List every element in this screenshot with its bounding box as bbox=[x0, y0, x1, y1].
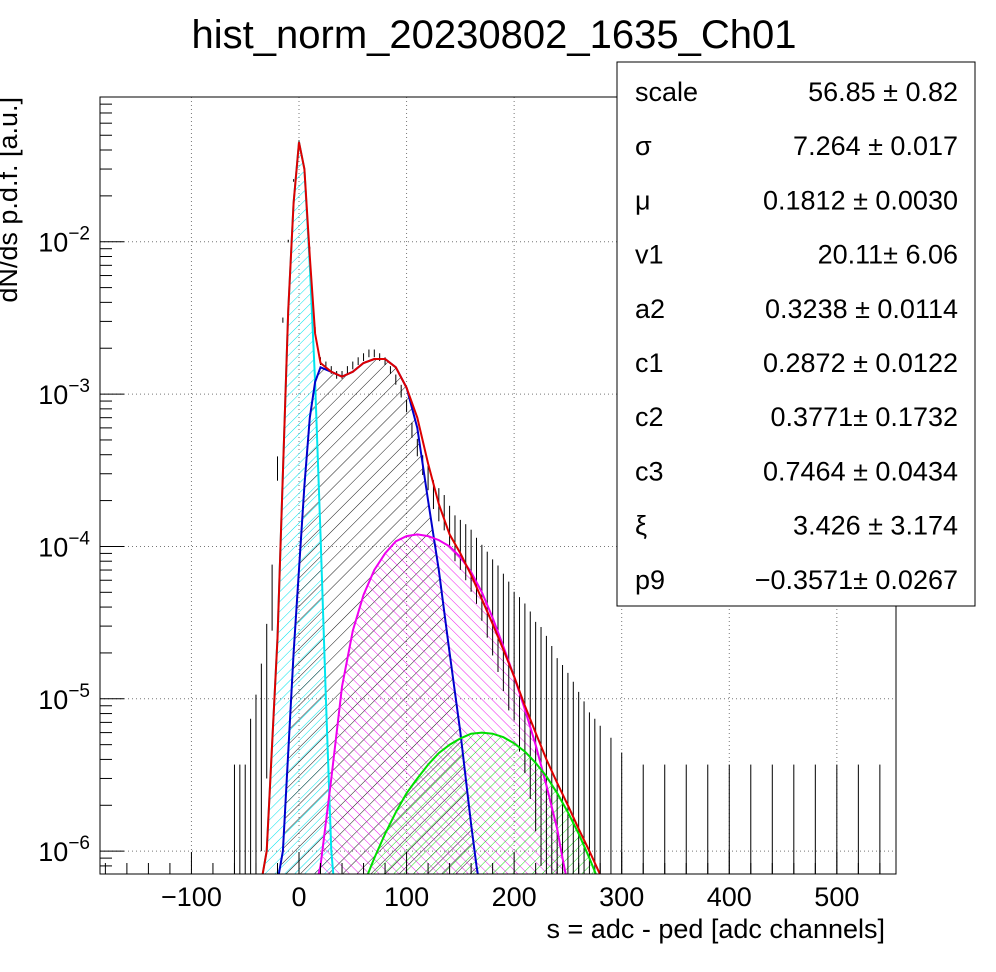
stats-param-value: 20.11± 6.06 bbox=[818, 240, 958, 270]
x-tick-label: 500 bbox=[814, 882, 859, 912]
series-fill-3 bbox=[358, 732, 611, 874]
x-tick-label: 100 bbox=[384, 882, 429, 912]
stats-param-name: c1 bbox=[635, 348, 664, 378]
y-tick-label: 10−3 bbox=[38, 376, 90, 410]
chart-title: hist_norm_20230802_1635_Ch01 bbox=[192, 13, 797, 57]
stats-param-name: scale bbox=[635, 77, 698, 107]
y-tick-label: 10−2 bbox=[38, 224, 90, 258]
y-axis-label: dN/ds p.d.f. [a.u.] bbox=[0, 97, 23, 303]
y-tick-label: 10−6 bbox=[38, 833, 90, 867]
stats-box: scale 56.85 ± 0.82 σ 7.264 ± 0.017 μ 0.1812 ±… bbox=[616, 61, 976, 607]
series-line-3 bbox=[366, 731, 597, 874]
series-line-4 bbox=[261, 142, 601, 874]
stats-param-value: 56.85 ± 0.82 bbox=[808, 77, 958, 107]
stats-param-name: μ bbox=[635, 185, 651, 215]
stats-param-name: v1 bbox=[635, 240, 664, 270]
stats-param-value: 0.7464 ± 0.0434 bbox=[763, 456, 958, 486]
stats-param-value: 0.2872 ± 0.0122 bbox=[763, 348, 958, 378]
stats-param-name: a2 bbox=[635, 294, 665, 324]
y-tick-label: 10−5 bbox=[38, 681, 90, 715]
x-tick-label: −100 bbox=[161, 882, 222, 912]
stats-param-value: −0.3571± 0.0267 bbox=[755, 565, 958, 595]
x-tick-label: 400 bbox=[707, 882, 752, 912]
stats-param-name: p9 bbox=[635, 565, 665, 595]
stats-param-value: 0.3238 ± 0.0114 bbox=[765, 294, 958, 324]
stats-param-value: 7.264 ± 0.017 bbox=[793, 131, 958, 161]
stats-param-value: 0.3771± 0.1732 bbox=[771, 402, 958, 432]
stats-param-name: ξ bbox=[635, 511, 647, 541]
stats-param-value: 0.1812 ± 0.0030 bbox=[763, 185, 958, 215]
x-tick-label: 200 bbox=[492, 882, 537, 912]
x-tick-label: 300 bbox=[599, 882, 644, 912]
x-axis-label: s = adc - ped [adc channels] bbox=[547, 914, 885, 944]
y-tick-label: 10−4 bbox=[38, 528, 90, 562]
stats-param-name: c2 bbox=[635, 402, 664, 432]
stats-param-name: c3 bbox=[635, 456, 664, 486]
stats-param-value: 3.426 ± 3.174 bbox=[793, 511, 958, 541]
x-tick-label: 0 bbox=[291, 882, 306, 912]
stats-param-name: σ bbox=[635, 131, 652, 161]
